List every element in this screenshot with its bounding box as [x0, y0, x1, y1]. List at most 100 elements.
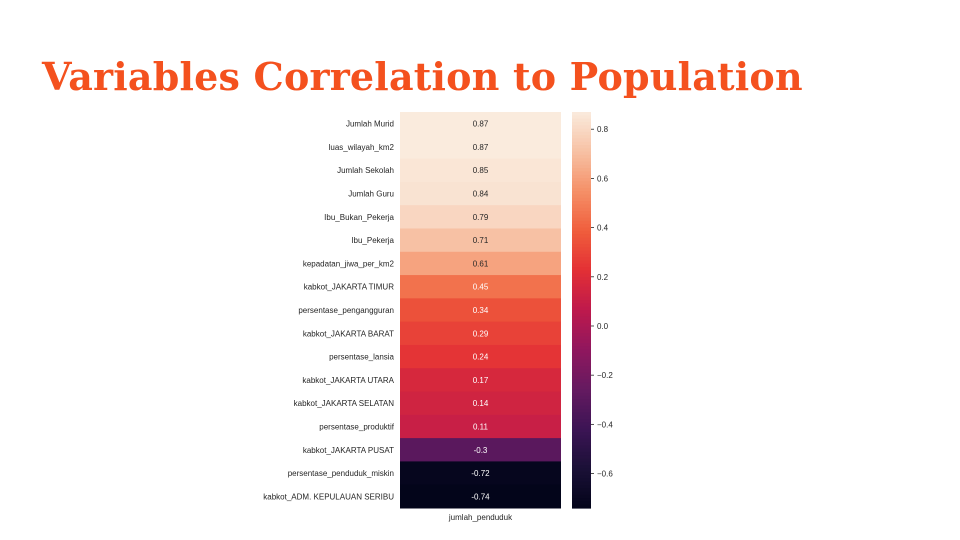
colorbar-segment [572, 445, 591, 450]
slide-title: Variables Correlation to Population [42, 54, 803, 99]
colorbar-segment [572, 366, 591, 370]
colorbar-segment [572, 352, 591, 357]
row-label: kepadatan_jiwa_per_km2 [303, 259, 395, 268]
colorbar-tick-label: 0.4 [597, 224, 609, 233]
colorbar-segment [572, 118, 591, 123]
colorbar-segment [572, 112, 591, 116]
colorbar-segment [572, 461, 591, 466]
row-label: persentase_pengangguran [298, 306, 394, 315]
colorbar-segment [572, 115, 591, 120]
row-label: kabkot_JAKARTA UTARA [302, 376, 394, 385]
heatmap-cell [400, 321, 561, 346]
colorbar-segment [572, 468, 591, 473]
colorbar-segment [572, 273, 591, 278]
row-label: persentase_penduduk_miskin [288, 469, 394, 478]
colorbar-tick-label: 0.0 [597, 322, 609, 331]
colorbar-segment [572, 382, 591, 387]
colorbar-segment [572, 501, 591, 506]
row-label: kabkot_JAKARTA PUSAT [303, 446, 394, 455]
colorbar-segment [572, 194, 591, 199]
colorbar-segment [572, 362, 591, 367]
colorbar-segment [572, 224, 591, 229]
colorbar-segment [572, 481, 591, 486]
colorbar-segment [572, 174, 591, 179]
colorbar-segment [572, 293, 591, 298]
colorbar-segment [572, 336, 591, 341]
colorbar-segment [572, 178, 591, 182]
row-label: persentase_produktif [319, 422, 394, 431]
colorbar-segment [572, 333, 591, 337]
colorbar-segment [572, 204, 591, 209]
colorbar-segment [572, 455, 591, 460]
row-label: kabkot_JAKARTA BARAT [303, 329, 394, 338]
colorbar-segment [572, 121, 591, 126]
colorbar-segment [572, 326, 591, 331]
cell-value-label: 0.29 [473, 329, 489, 338]
cell-value-label: 0.34 [473, 306, 489, 315]
heatmap-cell [400, 275, 561, 299]
colorbar-segment [572, 250, 591, 255]
colorbar-segment [572, 405, 591, 410]
heatmap-cell [400, 135, 561, 160]
colorbar-segment [572, 425, 591, 430]
colorbar-segment [572, 168, 591, 172]
colorbar-segment [572, 451, 591, 456]
colorbar-segment [572, 267, 591, 271]
cell-value-label: 0.11 [473, 422, 489, 431]
colorbar-segment [572, 181, 591, 186]
colorbar-segment [572, 379, 591, 384]
colorbar-segment [572, 148, 591, 153]
colorbar: 0.8 0.6 0.4 0.2 0.0 −0.2 −0.4 −0.6 [572, 112, 613, 509]
colorbar-segment [572, 145, 591, 149]
colorbar-segment [572, 498, 591, 502]
colorbar-segment [572, 465, 591, 469]
cell-value-label: -0.3 [474, 446, 488, 455]
colorbar-segment [572, 191, 591, 196]
row-label: Jumlah Guru [348, 190, 394, 199]
colorbar-segment [572, 428, 591, 433]
row-label: Ibu_Bukan_Pekerja [324, 213, 394, 222]
heatmap-cell [400, 158, 561, 183]
heatmap-cell [400, 438, 561, 462]
colorbar-segment [572, 154, 591, 159]
heatmap-cell [400, 368, 561, 393]
colorbar-segment [572, 409, 591, 413]
cell-value-label: 0.71 [473, 236, 489, 245]
row-label: kabkot_JAKARTA TIMUR [304, 283, 394, 292]
colorbar-segment [572, 389, 591, 394]
colorbar-segment [572, 412, 591, 417]
colorbar-segment [572, 214, 591, 219]
cell-value-label: -0.72 [471, 469, 490, 478]
colorbar-tick-label: −0.4 [597, 420, 613, 429]
heatmap-cell [400, 181, 561, 206]
colorbar-segment [572, 227, 591, 232]
colorbar-segment [572, 415, 591, 420]
colorbar-segment [572, 313, 591, 318]
cell-value-label: 0.24 [473, 353, 489, 362]
colorbar-segment [572, 392, 591, 397]
colorbar-segment [572, 306, 591, 311]
colorbar-segment [572, 504, 591, 509]
colorbar-segment [572, 418, 591, 423]
colorbar-segment [572, 280, 591, 285]
colorbar-segment [572, 290, 591, 295]
row-label: Ibu_Pekerja [351, 236, 394, 245]
colorbar-segment [572, 171, 591, 176]
colorbar-segment [572, 234, 591, 238]
colorbar-segment [572, 164, 591, 169]
cell-value-label: 0.87 [473, 143, 489, 152]
colorbar-segment [572, 286, 591, 291]
colorbar-segment [572, 197, 591, 202]
colorbar-segment [572, 359, 591, 364]
colorbar-segment [572, 151, 591, 156]
colorbar-segment [572, 260, 591, 265]
colorbar-segment [572, 141, 591, 146]
colorbar-segment [572, 339, 591, 344]
cell-value-label: 0.45 [473, 283, 489, 292]
heatmap-cell [400, 205, 561, 229]
heatmap-cells: 0.87 0.87 0.85 0.84 0.79 0.71 0.61 0.45 0.34 0.29… [400, 112, 561, 509]
row-label: kabkot_JAKARTA SELATAN [294, 399, 395, 408]
colorbar-segment [572, 356, 591, 361]
colorbar-segment [572, 438, 591, 443]
